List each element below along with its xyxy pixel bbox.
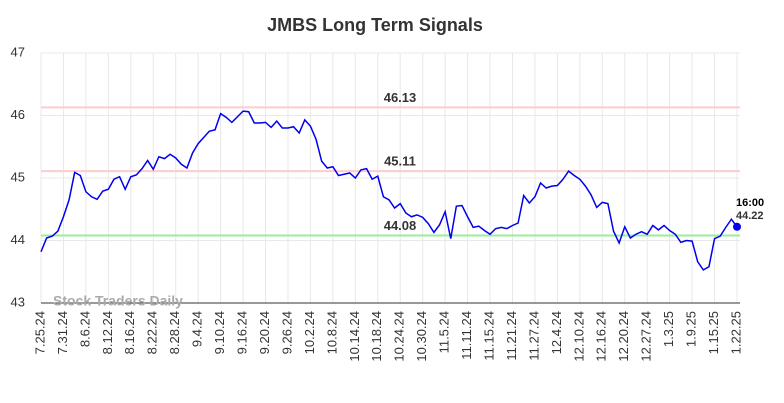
- x-tick-label: 12.16.24: [594, 311, 609, 362]
- last-time: 16:00: [736, 197, 764, 209]
- x-tick-label: 1.9.25: [684, 311, 699, 347]
- y-tick-label: 43: [11, 294, 25, 309]
- last-value: 44.22: [736, 210, 764, 222]
- signal-label: 44.08: [384, 218, 417, 233]
- x-tick-label: 9.20.24: [257, 311, 272, 354]
- x-tick-label: 8.16.24: [122, 311, 137, 354]
- x-tick-label: 10.18.24: [369, 311, 384, 362]
- signal-label: 46.13: [384, 90, 417, 105]
- x-tick-label: 11.15.24: [481, 311, 496, 361]
- x-tick-label: 10.14.24: [347, 311, 362, 362]
- x-tick-label: 8.22.24: [145, 311, 160, 354]
- x-tick-label: 11.5.24: [437, 311, 452, 353]
- x-tick-label: 12.20.24: [616, 311, 631, 362]
- x-tick-label: 12.4.24: [549, 311, 564, 354]
- chart-title: JMBS Long Term Signals: [267, 15, 483, 35]
- last-point: [733, 222, 741, 231]
- x-tick-label: 8.6.24: [77, 311, 92, 347]
- x-tick-label: 9.4.24: [190, 311, 205, 347]
- x-tick-label: 10.30.24: [414, 311, 429, 362]
- x-tick-label: 10.2.24: [302, 311, 317, 354]
- x-tick-label: 11.11.24: [459, 311, 474, 360]
- x-tick-label: 10.8.24: [324, 311, 339, 354]
- x-tick-label: 7.31.24: [55, 311, 70, 354]
- x-tick-label: 8.12.24: [100, 311, 115, 354]
- x-tick-label: 1.3.25: [661, 311, 676, 347]
- x-tick-label: 9.16.24: [235, 311, 250, 354]
- price-line: [40, 110, 738, 271]
- signal-label: 45.11: [384, 154, 416, 169]
- x-tick-label: 11.21.24: [504, 311, 519, 361]
- watermark: Stock Traders Daily: [53, 293, 183, 309]
- x-tick-label: 9.26.24: [279, 311, 294, 354]
- x-tick-label: 10.24.24: [392, 311, 407, 362]
- y-tick-label: 45: [11, 169, 25, 184]
- x-tick-label: 12.27.24: [639, 311, 654, 362]
- x-tick-label: 7.25.24: [32, 311, 47, 354]
- y-tick-label: 44: [11, 232, 25, 247]
- x-tick-label: 1.15.25: [706, 311, 721, 354]
- x-tick-label: 8.28.24: [167, 311, 182, 354]
- x-tick-label: 1.22.25: [728, 311, 743, 354]
- x-tick-label: 9.10.24: [212, 311, 227, 354]
- y-tick-label: 47: [11, 44, 25, 59]
- x-tick-label: 12.10.24: [571, 311, 586, 362]
- y-tick-label: 46: [11, 107, 25, 122]
- x-tick-label: 11.27.24: [526, 311, 541, 361]
